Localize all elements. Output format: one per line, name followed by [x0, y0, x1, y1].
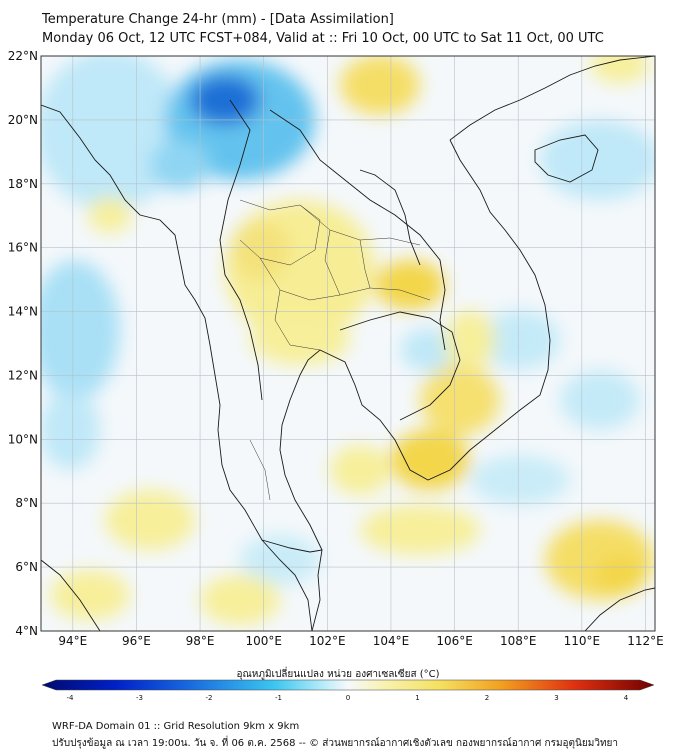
thai-myanmar-border: [219, 99, 263, 401]
footer-line-2: ปรับปรุงข้อมูล ณ เวลา 19:00น. วัน จ. ที่…: [52, 738, 619, 749]
lat-label: 18°N: [8, 177, 38, 191]
hainan-island: [534, 134, 599, 183]
cold-patch: [190, 75, 260, 125]
lon-label: 112°E: [627, 634, 664, 648]
lon-label: 110°E: [564, 634, 601, 648]
cool-patch: [41, 56, 185, 210]
warm-patch: [330, 445, 390, 495]
chart-title: Temperature Change 24-hr (mm) - [Data As…: [42, 12, 394, 27]
warm-patch: [595, 555, 645, 595]
lon-label: 102°E: [309, 634, 346, 648]
cool-patch: [560, 370, 640, 430]
lon-label: 104°E: [373, 634, 410, 648]
latitude-labels: 22°N 20°N 18°N 16°N 14°N 12°N 10°N 8°N 6°N 4°N: [8, 49, 38, 638]
warm-patch: [340, 56, 420, 115]
vietnam-inner-border: [359, 169, 421, 266]
cool-patch: [400, 328, 460, 372]
laos-border: [269, 109, 446, 351]
lat-label: 4°N: [15, 624, 38, 638]
lat-label: 10°N: [8, 432, 38, 446]
longitude-labels: 94°E 96°E 98°E 100°E 102°E 104°E 106°E 108°E 110…: [58, 634, 663, 648]
coastline-thai-gulf: [279, 139, 551, 631]
warm-patch: [200, 575, 280, 625]
cool-patch: [480, 310, 560, 370]
warm-patch: [105, 490, 195, 550]
coastline-china: [449, 56, 655, 141]
map-panel: 22°N 20°N 18°N 16°N 14°N 12°N 10°N 8°N 6°N 4°N 94…: [8, 49, 664, 648]
cool-patch: [41, 390, 100, 470]
warm-patch: [230, 220, 290, 280]
warm-patch: [360, 505, 480, 555]
warm-patch: [420, 365, 500, 435]
lon-label: 106°E: [436, 634, 473, 648]
lon-label: 96°E: [122, 634, 151, 648]
warm-patch: [375, 260, 445, 310]
map-frame: [40, 55, 656, 632]
warm-patch: [445, 310, 495, 370]
cool-patch: [41, 260, 120, 400]
temperature-field: [41, 56, 655, 631]
lat-label: 22°N: [8, 49, 38, 63]
country-borders: [41, 56, 655, 631]
malay-border: [261, 539, 323, 553]
warm-patch: [50, 570, 130, 620]
footer-line-1: WRF-DA Domain 01 :: Grid Resolution 9km …: [52, 721, 300, 732]
lat-label: 20°N: [8, 113, 38, 127]
map-gridlines: [41, 56, 655, 631]
warm-patch: [590, 56, 650, 83]
warm-patch: [88, 197, 132, 233]
lat-label: 12°N: [8, 368, 38, 382]
lat-label: 8°N: [15, 496, 38, 510]
cool-patch: [540, 120, 655, 200]
borneo-coast: [584, 587, 655, 631]
warm-patch: [390, 430, 470, 490]
province-borders: [239, 199, 431, 501]
chart-subtitle: Monday 06 Oct, 12 UTC FCST+084, Valid at…: [42, 31, 604, 46]
lat-label: 14°N: [8, 305, 38, 319]
lon-label: 108°E: [500, 634, 537, 648]
cool-patch: [470, 455, 570, 505]
lon-label: 94°E: [58, 634, 87, 648]
cambodia-border: [339, 311, 461, 421]
lon-label: 98°E: [186, 634, 215, 648]
lat-label: 6°N: [15, 560, 38, 574]
sumatra-coast: [41, 559, 101, 631]
lat-label: 16°N: [8, 241, 38, 255]
lon-label: 100°E: [245, 634, 282, 648]
colorbar-label: อุณหภูมิเปลี่ยนแปลง หน่วย องศาเซลเซียส (…: [236, 669, 440, 680]
cold-patch: [150, 140, 210, 190]
